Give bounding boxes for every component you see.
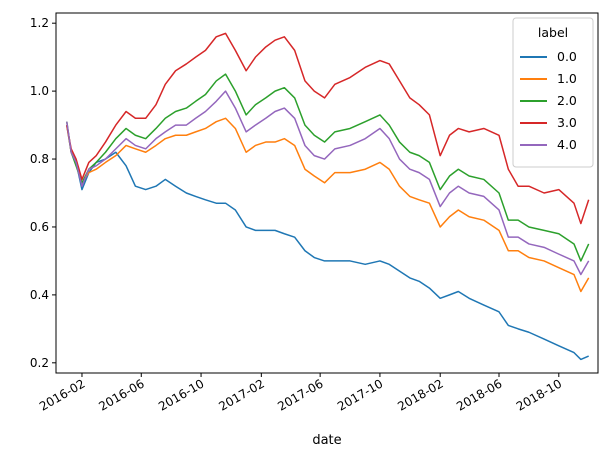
series-line-1	[66, 117, 590, 293]
series-line-4	[66, 90, 590, 276]
series-line-0	[66, 124, 589, 361]
legend-label: 2.0	[557, 93, 577, 108]
legend-box	[512, 17, 594, 168]
legend-label: 1.0	[557, 71, 577, 86]
legend-label: 3.0	[557, 115, 577, 130]
y-tick-label: 0.8	[30, 152, 49, 166]
y-tick-label: 0.4	[30, 288, 49, 302]
series-line-2	[66, 73, 590, 262]
legend: label 0.0 1.0 2.0 3.0 4.0	[512, 17, 594, 168]
legend-title: label	[538, 25, 568, 40]
legend-label: 4.0	[557, 137, 577, 152]
legend-label: 0.0	[557, 49, 577, 64]
y-tick-label: 1.2	[30, 16, 49, 30]
plot-frame	[55, 12, 599, 374]
y-tick-label: 1.0	[30, 84, 49, 98]
y-axis: 0.2 0.4 0.6 0.8 1.0 1.2	[30, 16, 56, 370]
series-layer	[66, 32, 590, 361]
y-tick-label: 0.6	[30, 220, 49, 234]
x-axis-label: date	[312, 433, 341, 448]
legend-items: 0.0 1.0 2.0 3.0 4.0	[520, 49, 577, 152]
y-tick-label: 0.2	[30, 356, 49, 370]
series-line-3	[66, 32, 590, 225]
